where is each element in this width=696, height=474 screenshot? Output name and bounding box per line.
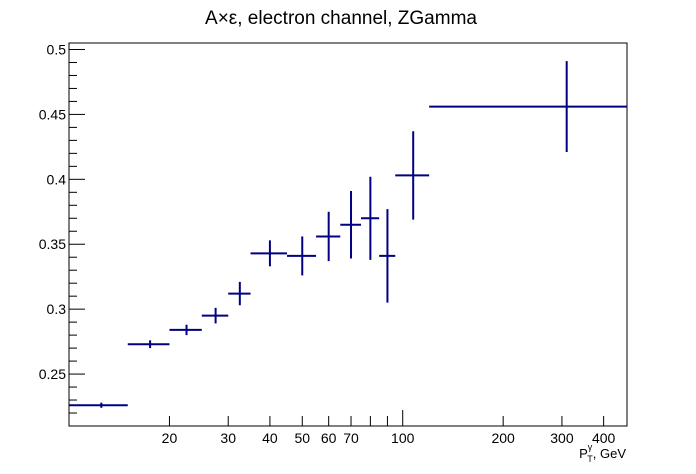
data-point [395,131,430,220]
data-point [340,191,362,259]
y-tick-label: 0.35 [39,236,66,252]
data-point [69,402,128,408]
x-tick-label: 30 [220,430,236,446]
x-tick-label: 400 [592,430,616,446]
data-point [250,240,287,267]
x-tick-label: 50 [294,430,310,446]
x-tick-label: 200 [491,430,515,446]
data-point [429,61,627,153]
y-tick-label: 0.5 [47,41,67,57]
data-point [379,209,396,303]
data-series [69,61,627,408]
x-tick-label: 40 [262,430,278,446]
x-tick-label: 60 [321,430,337,446]
plot-frame [68,42,628,427]
y-tick-label: 0.4 [47,171,67,187]
data-point [228,281,251,306]
data-point [201,307,229,324]
data-point [169,324,202,336]
y-tick-label: 0.45 [39,106,66,122]
x-tick-label: 100 [391,430,415,446]
chart-title: A×ε, electron channel, ZGamma [205,8,477,29]
x-axis-label: Pγ T, GeV [579,442,626,464]
data-point [127,340,170,349]
data-point [316,211,341,262]
y-tick-label: 0.3 [47,301,67,317]
y-axis: 0.25 0.3 0.35 0.4 0.45 0.5 [39,41,85,427]
x-axis-label-base: P [579,446,588,461]
x-tick-label: 300 [550,430,574,446]
x-tick-label: 20 [162,430,178,446]
x-axis-label-sub: T [587,454,593,464]
x-axis-label-rest: , GeV [593,446,627,461]
x-axis-label-sup: γ [588,442,593,452]
x-axis: 20 30 40 50 60 70 100 200 300 400 [68,410,616,446]
x-tick-label: 70 [343,430,359,446]
data-point [286,236,317,276]
y-tick-label: 0.25 [39,366,66,382]
data-point [361,176,380,260]
